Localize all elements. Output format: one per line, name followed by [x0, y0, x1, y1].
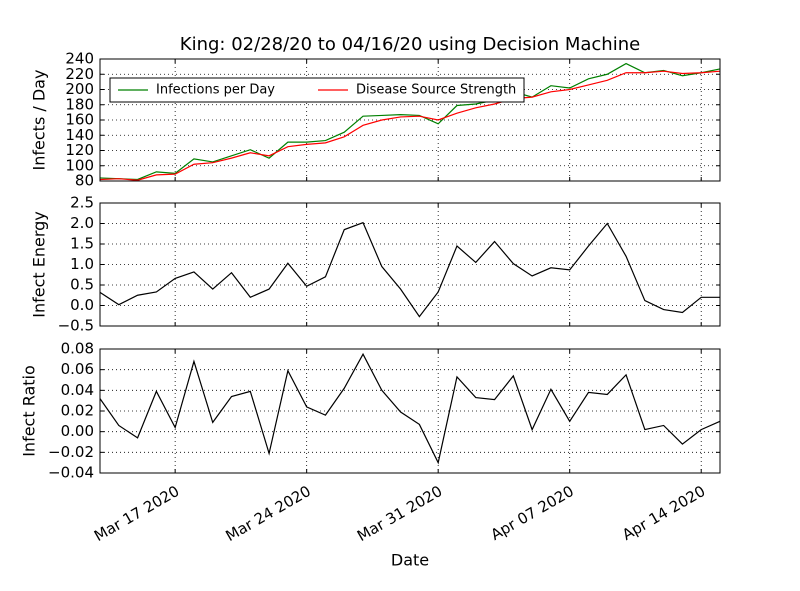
y-tick-label: 0.00: [61, 422, 94, 440]
y-tick-label: 1.5: [70, 235, 94, 253]
chart-title: King: 02/28/20 to 04/16/20 using Decisio…: [180, 34, 640, 55]
y-tick-label: 0.02: [61, 402, 94, 420]
y-tick-label: 220: [65, 65, 94, 83]
y-tick-label: 0.5: [70, 276, 94, 294]
x-tick-label: Apr 07 2020: [488, 482, 577, 544]
y-tick-label: 180: [65, 95, 94, 113]
y-tick-label: 0.08: [61, 340, 94, 358]
y-axis-label: Infect Ratio: [20, 365, 39, 457]
legend: Infections per Day Disease Source Strengt…: [109, 77, 525, 103]
series-line: [99, 352, 721, 465]
y-tick-label: 100: [65, 156, 94, 174]
series-line: [99, 70, 721, 181]
y-tick-label: −0.02: [48, 443, 94, 461]
y-axis-label: Infects / Day: [30, 70, 49, 171]
y-tick-label: 0.06: [61, 360, 94, 378]
x-axis-label: Date: [391, 551, 429, 570]
x-tick-label: Mar 17 2020: [91, 482, 182, 545]
x-tick-label: Mar 24 2020: [223, 482, 314, 545]
legend-label: Infections per Day: [156, 83, 275, 98]
x-tick-label: Apr 14 2020: [619, 482, 708, 544]
y-tick-label: −0.04: [48, 464, 94, 482]
y-tick-label: −0.5: [58, 317, 94, 335]
y-tick-label: 140: [65, 126, 94, 144]
y-tick-label: 2.0: [70, 214, 94, 232]
y-tick-label: 1.0: [70, 255, 94, 273]
legend-label: Disease Source Strength: [356, 83, 516, 98]
axes-frame: [99, 202, 721, 327]
y-tick-label: 160: [65, 111, 94, 129]
y-tick-label: 0.0: [70, 296, 94, 314]
y-tick-label: 80: [75, 172, 94, 190]
y-tick-label: 120: [65, 141, 94, 159]
legend-frame: [109, 77, 525, 103]
y-tick-label: 200: [65, 80, 94, 98]
axes-frame: [99, 58, 721, 182]
y-tick-label: 240: [65, 50, 94, 68]
series-line: [99, 62, 721, 181]
axes-frame: [99, 348, 721, 474]
x-tick-label: Mar 31 2020: [354, 482, 445, 545]
y-tick-label: 0.04: [61, 381, 94, 399]
series-line: [99, 221, 720, 318]
y-tick-label: 2.5: [70, 194, 94, 212]
y-axis-label: Infect Energy: [30, 211, 49, 318]
